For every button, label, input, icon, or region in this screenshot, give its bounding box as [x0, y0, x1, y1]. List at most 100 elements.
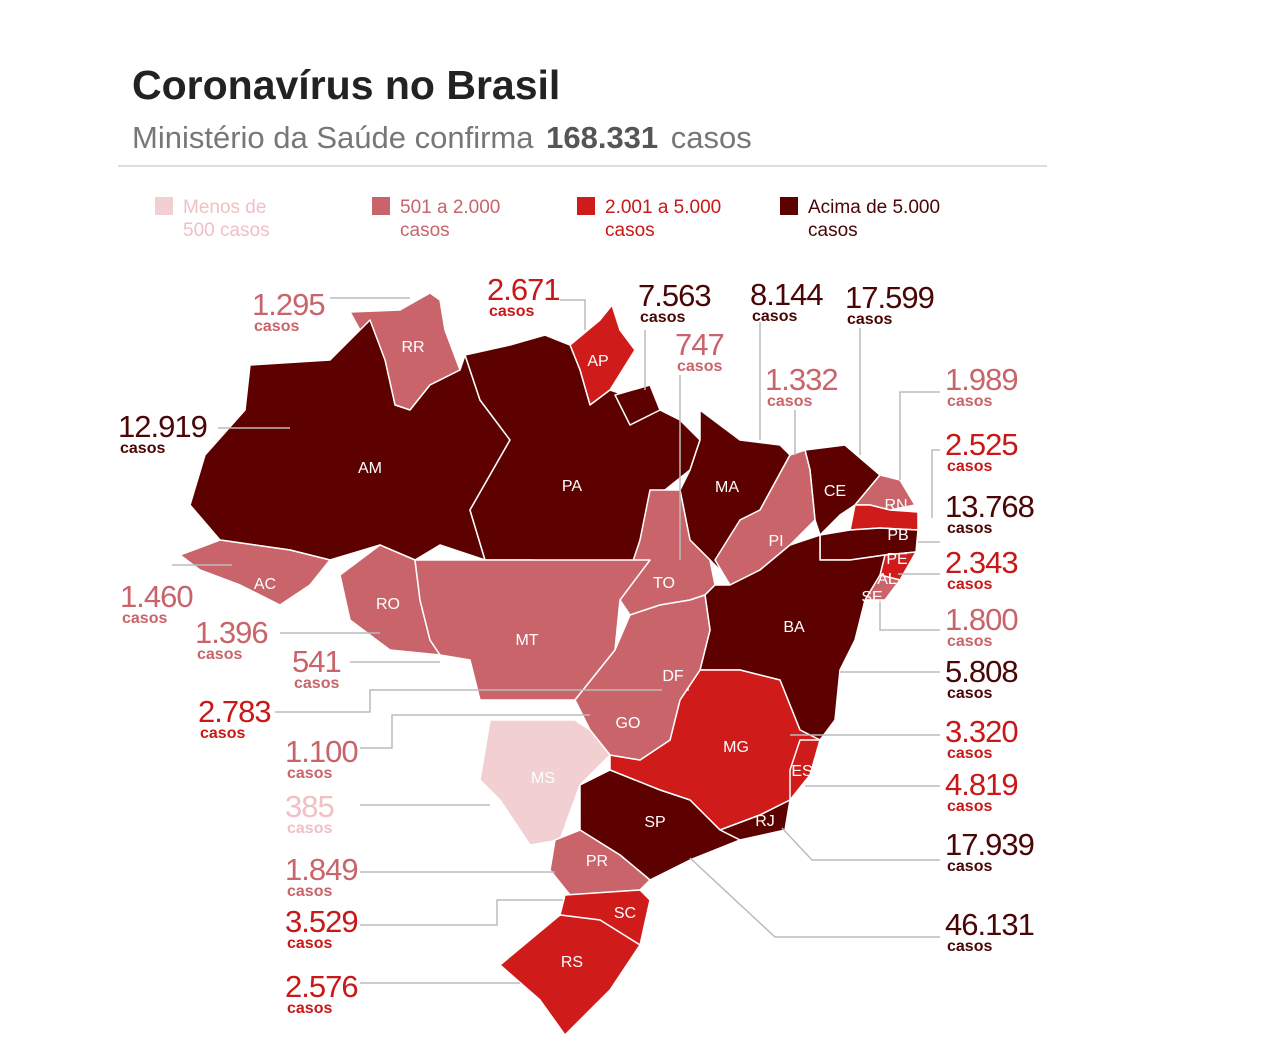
- leader-line: [781, 827, 940, 861]
- state-code: SE: [861, 589, 882, 606]
- legend-label: 501 a 2.000: [400, 197, 500, 218]
- case-count: 4.819: [945, 767, 1018, 802]
- leader-line: [275, 689, 662, 713]
- case-count: 7.563: [638, 278, 711, 313]
- case-unit: casos: [767, 393, 812, 410]
- state-code: BA: [783, 619, 805, 636]
- case-count: 3.320: [945, 714, 1018, 749]
- case-unit: casos: [122, 610, 167, 627]
- subtitle-total: 168.331: [546, 120, 658, 155]
- state-shape: [679, 409, 791, 571]
- case-count: 8.144: [750, 277, 823, 312]
- state: [679, 409, 791, 571]
- leader-line: [899, 391, 940, 480]
- state-shape: [614, 384, 661, 426]
- state-code: AP: [587, 353, 608, 370]
- state-shape: [789, 739, 821, 801]
- leader-line: [560, 299, 586, 330]
- case-unit: casos: [287, 1000, 332, 1017]
- state-code: PE: [886, 551, 907, 568]
- state-shape: [414, 559, 651, 701]
- state-code: SP: [644, 814, 665, 831]
- case-count: 1.332: [765, 362, 838, 397]
- state: [574, 594, 711, 761]
- state-shape: [189, 319, 511, 561]
- state-shape: [179, 539, 331, 606]
- case-count: 1.100: [285, 734, 358, 769]
- state-shape: [479, 719, 611, 846]
- case-unit: casos: [287, 935, 332, 952]
- case-unit: casos: [200, 725, 245, 742]
- state-code: AL: [877, 571, 897, 588]
- case-unit: casos: [287, 883, 332, 900]
- legend-swatch: [577, 197, 595, 215]
- case-unit: casos: [947, 685, 992, 702]
- case-count: 13.768: [945, 489, 1034, 524]
- legend-label: 2.001 a 5.000: [605, 197, 721, 218]
- legend-swatch: [372, 197, 390, 215]
- case-count: 1.849: [285, 852, 358, 887]
- state-code: ES: [791, 763, 812, 780]
- legend-label: casos: [605, 220, 655, 241]
- state-code: SC: [614, 905, 636, 922]
- state-code: TO: [653, 575, 675, 592]
- case-count: 46.131: [945, 907, 1034, 942]
- case-count: 3.529: [285, 904, 358, 939]
- state-shape: [499, 914, 641, 1036]
- case-unit: casos: [947, 633, 992, 650]
- state: [789, 739, 821, 801]
- case-count: 2.783: [198, 694, 271, 729]
- state-code: PA: [562, 478, 582, 495]
- states: [179, 292, 919, 1036]
- case-unit: casos: [287, 765, 332, 782]
- case-count: 5.808: [945, 654, 1018, 689]
- state-code: RJ: [755, 813, 775, 830]
- state-shape: [574, 594, 711, 761]
- state-code: DF: [662, 668, 684, 685]
- state-code: CE: [824, 483, 846, 500]
- case-count: 1.989: [945, 362, 1018, 397]
- case-count: 1.295: [252, 287, 325, 322]
- leader-line: [689, 857, 940, 938]
- state: [464, 334, 701, 563]
- state: [179, 539, 331, 606]
- case-unit: casos: [752, 308, 797, 325]
- state: [414, 559, 651, 701]
- case-unit: casos: [254, 318, 299, 335]
- case-unit: casos: [120, 440, 165, 457]
- case-unit: casos: [640, 309, 685, 326]
- case-count: 17.939: [945, 827, 1034, 862]
- state-code: RN: [884, 497, 907, 514]
- leader-line: [360, 714, 590, 749]
- case-count: 747: [675, 327, 724, 362]
- legend-label: casos: [400, 220, 450, 241]
- subtitle-text: casos: [671, 120, 752, 155]
- case-unit: casos: [947, 520, 992, 537]
- legend-label: Acima de 5.000: [808, 197, 940, 218]
- state: [549, 829, 651, 896]
- case-unit: casos: [847, 311, 892, 328]
- subtitle-text: Ministério da Saúde confirma: [132, 120, 534, 155]
- legend-label: casos: [808, 220, 858, 241]
- state-code: GO: [616, 715, 641, 732]
- state-code: RS: [561, 954, 583, 971]
- state-shape: [549, 829, 651, 896]
- case-unit: casos: [947, 576, 992, 593]
- leader-lines: [172, 297, 940, 984]
- legend-label: 500 casos: [183, 220, 270, 241]
- case-unit: casos: [947, 393, 992, 410]
- state-code: MA: [715, 479, 739, 496]
- leader-line: [360, 899, 563, 926]
- state-code: AC: [254, 576, 276, 593]
- state: [189, 319, 511, 561]
- legend-label: Menos de: [183, 197, 266, 218]
- state-code: PR: [586, 853, 608, 870]
- case-count: 385: [285, 789, 334, 824]
- case-count: 2.576: [285, 969, 358, 1004]
- case-unit: casos: [947, 745, 992, 762]
- labels: RR1.295casosAP2.671casosAM12.919casosPA7…: [118, 272, 1035, 1017]
- state: [499, 914, 641, 1036]
- state-code: RO: [376, 596, 400, 613]
